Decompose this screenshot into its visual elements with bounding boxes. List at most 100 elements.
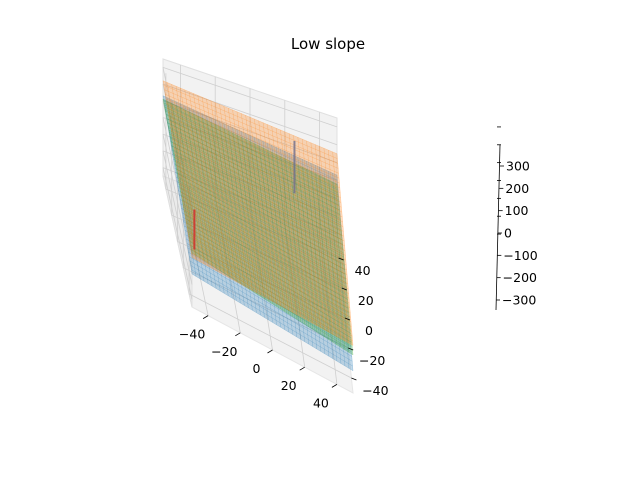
plane-green-mesh-line bbox=[188, 111, 217, 269]
plane-orange-mesh-line bbox=[267, 124, 289, 311]
plane-green-mesh-line bbox=[245, 139, 269, 302]
plane-blue-mesh-line bbox=[201, 113, 229, 296]
plane-green-mesh-line bbox=[166, 118, 340, 206]
plane-green-mesh-line bbox=[189, 241, 352, 343]
x-tick-label: 40 bbox=[313, 395, 329, 410]
plane-orange-mesh-line bbox=[163, 85, 338, 159]
plane-blue-mesh-line bbox=[267, 143, 289, 332]
plane-orange-mesh-line bbox=[319, 146, 338, 337]
plane-green-mesh-line bbox=[168, 129, 341, 219]
plane-green-mesh-line bbox=[232, 132, 257, 294]
plane-blue-mesh-line bbox=[254, 137, 277, 325]
plane-blue-mesh-line bbox=[236, 129, 261, 316]
y-tick bbox=[348, 347, 354, 351]
plane-orange-mesh-line bbox=[201, 96, 229, 278]
plane-green-mesh-line bbox=[167, 126, 340, 215]
plane-blue-mesh-line bbox=[171, 149, 342, 236]
plane-blue-mesh-line bbox=[271, 145, 293, 335]
plane-blue-mesh-line bbox=[197, 111, 225, 294]
z-tick-label: 300 bbox=[506, 159, 530, 174]
plane-green-fill bbox=[163, 99, 353, 355]
plane-green-mesh-line bbox=[201, 117, 229, 276]
plane-blue-mesh-line bbox=[180, 203, 347, 294]
plane-blue-mesh-line bbox=[206, 115, 233, 299]
plane-blue-mesh-line bbox=[275, 147, 297, 337]
plane-green-mesh-line bbox=[162, 98, 338, 185]
plane-green-mesh-line bbox=[275, 153, 297, 320]
plane-orange-mesh-line bbox=[165, 94, 339, 169]
plane-green-mesh-line bbox=[323, 177, 342, 348]
plane-green-mesh-line bbox=[288, 160, 309, 327]
z-tick-label: 100 bbox=[505, 203, 529, 218]
plane-orange-mesh-line bbox=[185, 218, 350, 304]
x-tick bbox=[299, 366, 305, 371]
plane-orange-mesh-line bbox=[271, 126, 293, 313]
plane-orange-mesh-line bbox=[206, 98, 233, 280]
y-tick bbox=[344, 317, 351, 321]
plane-orange-surface bbox=[162, 80, 354, 346]
plane-blue-mesh-line bbox=[249, 135, 273, 323]
plane-orange-mesh-line bbox=[197, 95, 225, 276]
plane-green-mesh-line bbox=[175, 164, 344, 258]
plane-blue-mesh-line bbox=[183, 221, 349, 314]
z-tick-label: −300 bbox=[502, 293, 536, 308]
plane-orange-mesh-line bbox=[254, 118, 277, 304]
plane-orange-mesh-line bbox=[170, 125, 342, 203]
grid-line bbox=[162, 134, 193, 270]
plane-green-mesh-line bbox=[178, 180, 346, 275]
plane-blue-mesh-line bbox=[175, 101, 205, 282]
plane-green-mesh-line bbox=[186, 226, 351, 326]
grid-line bbox=[162, 100, 193, 240]
grid-line bbox=[162, 133, 338, 199]
plane-orange-mesh-line bbox=[301, 138, 322, 328]
x-tick-label: −40 bbox=[179, 327, 205, 342]
plane-orange-mesh-line bbox=[297, 137, 318, 326]
plane-green-mesh-line bbox=[188, 233, 352, 334]
plane-orange-mesh-line bbox=[187, 231, 351, 318]
x-tick bbox=[331, 384, 338, 388]
plane-blue-mesh-line bbox=[336, 175, 354, 371]
plane-orange-mesh-line bbox=[236, 111, 261, 295]
chart-title: Low slope bbox=[291, 35, 365, 53]
grid-line bbox=[162, 167, 193, 300]
plane-green-mesh-line bbox=[258, 145, 281, 309]
plane-orange-mesh-line bbox=[293, 135, 313, 324]
plane-orange-mesh-line bbox=[288, 133, 309, 322]
y-tick-label: −40 bbox=[362, 383, 388, 398]
plane-blue-mesh-line bbox=[297, 157, 318, 349]
plane-orange-mesh-line bbox=[167, 82, 197, 260]
plane-green-mesh-line bbox=[162, 99, 193, 254]
plane-blue-mesh-line bbox=[177, 185, 346, 275]
plane-blue-mesh-line bbox=[301, 159, 322, 352]
plane-orange-mesh-line bbox=[182, 200, 348, 285]
plane-green-mesh-line bbox=[219, 126, 245, 286]
plane-green-mesh-line bbox=[191, 248, 353, 351]
plane-orange-mesh-line bbox=[178, 174, 346, 256]
plane-green-mesh-line bbox=[171, 145, 342, 236]
plane-blue-mesh-line bbox=[210, 117, 237, 301]
y-tick-label: 0 bbox=[365, 323, 373, 338]
plane-orange-mesh-line bbox=[178, 178, 346, 261]
plane-blue-mesh-line bbox=[169, 136, 341, 221]
plane-blue-mesh-line bbox=[189, 260, 352, 357]
plane-orange-mesh-line bbox=[175, 161, 345, 242]
y-tick bbox=[338, 257, 344, 261]
plane-green-mesh-line bbox=[180, 107, 209, 264]
plane-blue-mesh-line bbox=[188, 256, 352, 352]
plane-green-mesh-line bbox=[177, 176, 346, 271]
plane-blue-mesh-line bbox=[170, 145, 342, 231]
plane-orange-mesh-line bbox=[183, 209, 349, 294]
plane-green-mesh-line bbox=[191, 252, 354, 356]
plane-green-mesh-line bbox=[328, 179, 346, 350]
plane-green-mesh-line bbox=[187, 229, 351, 330]
plane-blue-mesh-line bbox=[168, 131, 341, 216]
plane-blue-mesh-line bbox=[219, 121, 245, 306]
x-tick bbox=[267, 349, 273, 354]
plane-green-mesh-line bbox=[214, 124, 241, 284]
plane-green-mesh-line bbox=[182, 203, 348, 301]
plane-blue-fill bbox=[163, 95, 353, 371]
plane-blue-mesh-line bbox=[167, 97, 197, 277]
grid-line bbox=[162, 100, 338, 164]
plane-orange-mesh-line bbox=[191, 257, 354, 346]
plane-blue-mesh-line bbox=[223, 123, 249, 308]
